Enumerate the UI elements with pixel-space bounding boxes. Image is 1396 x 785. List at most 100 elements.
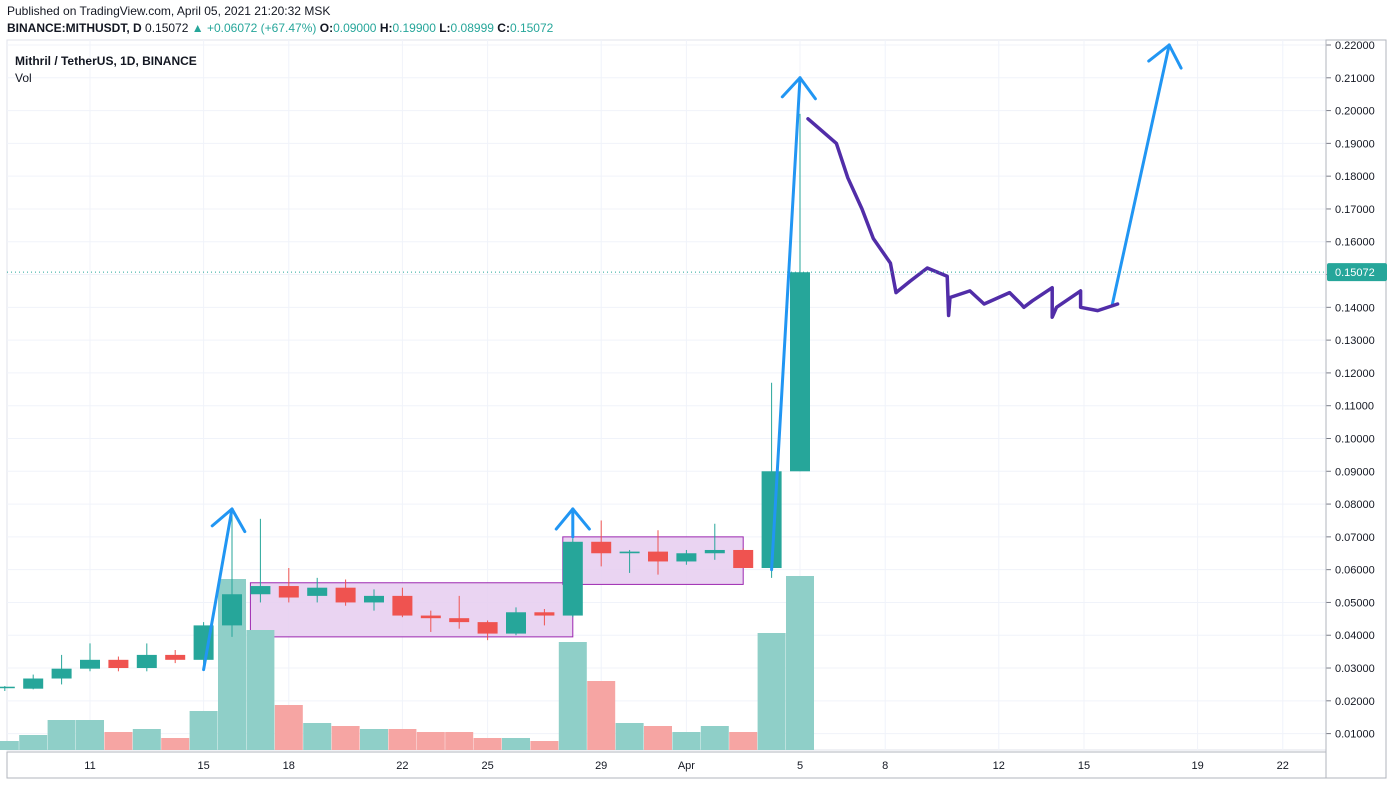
y-tick-label: 0.02000 <box>1335 696 1375 708</box>
x-tick-label: Apr <box>678 760 695 772</box>
volume-bar <box>672 732 701 750</box>
volume-bar <box>473 738 502 750</box>
volume-bar <box>76 720 104 750</box>
volume-bar <box>360 729 388 750</box>
ohlc-line: BINANCE:MITHUSDT, D 0.15072 ▲ +0.06072 (… <box>7 21 553 35</box>
arrow-head <box>554 507 575 531</box>
y-axis-frame <box>1325 39 1387 779</box>
candles <box>0 113 810 691</box>
y-tick-label: 0.03000 <box>1335 663 1375 675</box>
low-value: 0.08999 <box>450 21 494 35</box>
candle-body <box>250 586 271 595</box>
y-tick-label: 0.22000 <box>1335 40 1375 52</box>
volume-bar <box>161 738 190 750</box>
volume-bar <box>104 732 133 750</box>
published-line: Published on TradingView.com, April 05, … <box>7 4 331 18</box>
close-value: 0.15072 <box>509 21 554 35</box>
arrow-head <box>210 507 234 528</box>
candle-body <box>790 272 810 472</box>
volume-bars <box>0 576 814 750</box>
volume-bar <box>558 642 587 750</box>
arrow-head <box>1147 43 1171 63</box>
y-tick-label: 0.07000 <box>1335 532 1375 544</box>
forecast-arrow <box>770 76 802 572</box>
candle-body <box>307 587 328 596</box>
volume-bar <box>615 723 644 750</box>
candle-body <box>136 654 157 669</box>
volume-bar <box>530 741 559 750</box>
x-tick-label: 22 <box>396 760 408 772</box>
arrow-head <box>571 507 591 531</box>
y-tick-label: 0.06000 <box>1335 565 1375 577</box>
volume-bar <box>786 576 814 750</box>
arrow-head <box>780 76 802 99</box>
candle-body <box>420 615 441 619</box>
candle-body <box>165 654 186 660</box>
high-value: 0.19900 <box>392 21 436 35</box>
y-tick-label: 0.05000 <box>1335 597 1375 609</box>
arrow-head <box>1167 43 1183 70</box>
forecast-arrow <box>202 507 234 672</box>
volume-bar <box>388 729 417 750</box>
candle-body <box>51 668 72 679</box>
volume-bar <box>132 729 161 750</box>
x-tick-label: 5 <box>797 760 803 772</box>
y-tick-label: 0.20000 <box>1335 106 1375 118</box>
x-tick-label: 15 <box>197 760 209 772</box>
candle-body <box>534 612 555 616</box>
low-label: L: <box>439 21 451 35</box>
last-price-value: 0.15072 <box>145 21 189 35</box>
y-tick-label: 0.16000 <box>1335 237 1375 249</box>
last-price-tag-label: 0.15072 <box>1335 267 1375 279</box>
volume-bar <box>700 726 729 750</box>
candle-body <box>704 549 725 554</box>
candle-body <box>733 549 754 569</box>
forecast-arrow <box>1110 43 1171 306</box>
x-tick-label: 29 <box>595 760 607 772</box>
x-tick-label: 19 <box>1191 760 1203 772</box>
x-tick-label: 22 <box>1277 760 1289 772</box>
drawings <box>202 43 1183 672</box>
y-tick-label: 0.12000 <box>1335 368 1375 380</box>
x-tick-label: 12 <box>993 760 1005 772</box>
candle-body <box>222 594 242 626</box>
symbol-label: BINANCE:MITHUSDT, D <box>7 21 142 35</box>
volume-bar <box>331 726 360 750</box>
x-tick-label: 25 <box>481 760 493 772</box>
last-price-tag <box>1327 263 1387 282</box>
range-zones <box>249 536 744 638</box>
volume-bar <box>246 630 275 750</box>
candle-body <box>278 586 299 598</box>
candle-body <box>676 553 697 562</box>
axes: 0.01000 0.02000 0.03000 0.04000 0.05000 0.060… <box>6 39 1387 779</box>
candle-body <box>648 551 668 562</box>
candle-body <box>591 541 612 554</box>
volume-bar <box>757 633 786 750</box>
volume-label: Vol <box>15 71 32 85</box>
volume-bar <box>303 723 332 750</box>
candle-body <box>108 659 129 669</box>
candle-body <box>364 595 384 603</box>
volume-bar <box>502 738 530 750</box>
volume-bar <box>274 705 303 750</box>
open-label: O: <box>319 21 334 35</box>
close-label: C: <box>497 21 510 35</box>
y-tick-label: 0.01000 <box>1335 729 1375 741</box>
volume-bar <box>47 720 76 750</box>
volume-bar <box>416 732 445 750</box>
open-value: 0.09000 <box>333 21 377 35</box>
high-label: H: <box>379 21 393 35</box>
forecast-path <box>806 117 1120 319</box>
x-tick-label: 15 <box>1078 760 1090 772</box>
x-tick-label: 11 <box>84 760 95 772</box>
candle-body <box>392 595 413 616</box>
arrow-head <box>798 76 817 101</box>
candle-body <box>23 678 44 689</box>
y-tick-label: 0.13000 <box>1335 335 1375 347</box>
candle-body <box>477 622 498 634</box>
chart-title: Mithril / TetherUS, 1D, BINANCE <box>15 54 197 68</box>
volume-bar <box>445 732 474 750</box>
change-value: ▲ +0.06072 (+67.47%) <box>191 21 317 35</box>
volume-bar <box>0 741 19 750</box>
